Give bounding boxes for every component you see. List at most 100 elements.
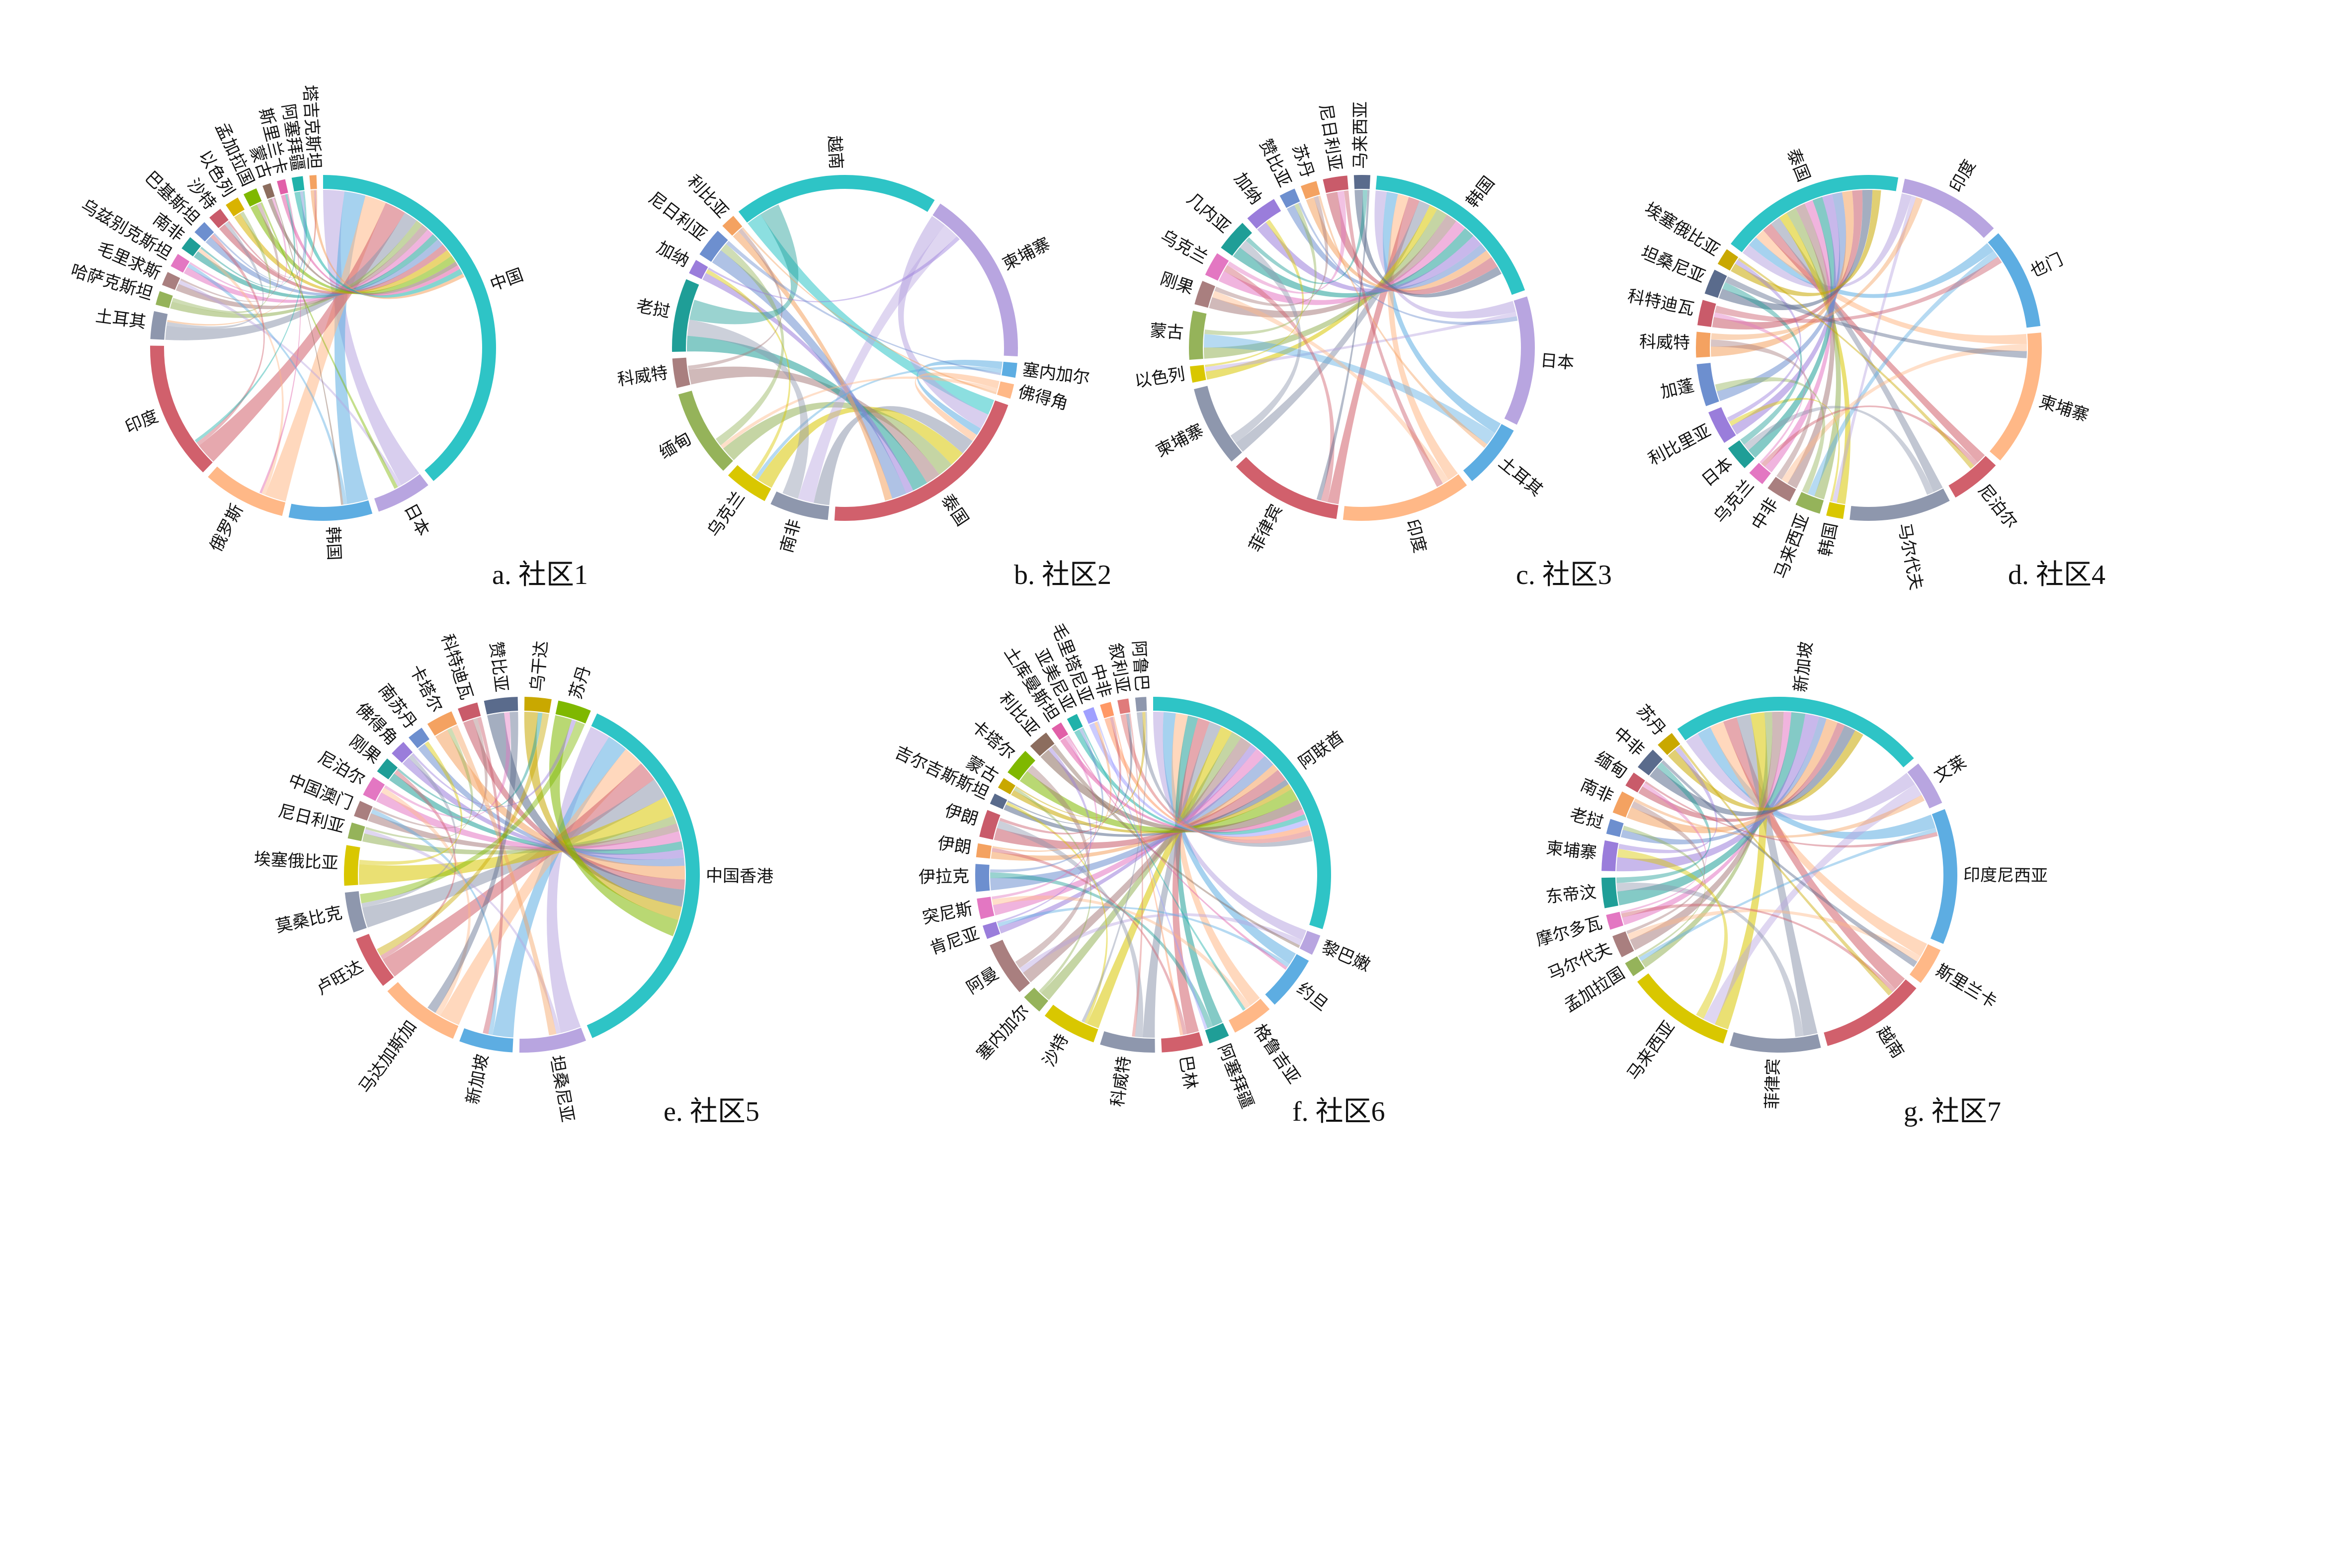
chord-arc-node-17 bbox=[1007, 750, 1036, 781]
chord-ribbon bbox=[372, 718, 488, 828]
chord-arc-node-9 bbox=[363, 777, 385, 801]
chord-ribbon bbox=[1387, 194, 1458, 480]
chord-ribbon bbox=[1621, 904, 1896, 992]
chord-arc-node-15 bbox=[990, 793, 1007, 810]
chord-ribbon bbox=[199, 203, 405, 462]
chord-arc-node-7 bbox=[678, 391, 733, 471]
chord-label: 印度 bbox=[1402, 517, 1429, 555]
chord-ribbon bbox=[1661, 760, 1918, 967]
ribbons bbox=[990, 712, 1313, 1038]
chord-arc-node-15 bbox=[277, 179, 288, 195]
chord-ribbon bbox=[1374, 190, 1516, 319]
chord-arc-node-9 bbox=[181, 237, 201, 256]
chord-label: 韩国 bbox=[1816, 521, 1841, 558]
chord-label: 科威特 bbox=[1108, 1055, 1134, 1108]
chord-ribbon bbox=[1142, 722, 1221, 1038]
chord-label: 中国 bbox=[488, 265, 526, 295]
chord-arc-node-15 bbox=[1353, 175, 1370, 189]
chord-arc-node-5 bbox=[770, 491, 830, 520]
chord-label: 尼日利亚 bbox=[1316, 103, 1344, 172]
panel-g: g. 社区7新加坡文莱印度尼西亚斯里兰卡越南菲律宾马来西亚孟加拉国马尔代夫摩尔多… bbox=[1534, 641, 2048, 1127]
chord-ribbon bbox=[205, 237, 443, 296]
chord-ribbon bbox=[549, 715, 679, 936]
panel-d-caption: d. 社区4 bbox=[2008, 560, 2105, 590]
chord-arc-node-1 bbox=[1988, 233, 2041, 328]
chord-ribbon bbox=[1649, 725, 1855, 817]
chord-ribbon bbox=[712, 250, 907, 499]
chord-label: 苏丹 bbox=[1633, 701, 1669, 739]
chord-ribbon bbox=[1736, 714, 1818, 1036]
chord-label: 加蓬 bbox=[1659, 376, 1696, 402]
chord-label: 也门 bbox=[2027, 250, 2066, 281]
chord-label: 赞比亚 bbox=[1256, 136, 1294, 190]
chord-arc-node-2 bbox=[1989, 332, 2042, 461]
chord-ribbon bbox=[1711, 190, 1854, 357]
chord-arc-node-13 bbox=[244, 188, 262, 207]
chord-arc-node-6 bbox=[1190, 365, 1206, 383]
chord-ribbon bbox=[720, 376, 998, 449]
chord-label: 坦桑尼亚 bbox=[547, 1054, 577, 1123]
panel-g-caption: g. 社区7 bbox=[1904, 1096, 2001, 1127]
ribbons bbox=[358, 712, 685, 1038]
chord-ribbon bbox=[1023, 737, 1252, 983]
chord-ribbon bbox=[435, 730, 685, 880]
chord-arc-node-15 bbox=[1717, 249, 1739, 271]
panel-a: a. 社区1中国日本韩国俄罗斯印度土耳其哈萨克斯坦毛里求斯乌兹别克斯坦南非巴基斯… bbox=[69, 84, 588, 590]
chord-ribbon bbox=[1622, 712, 1792, 925]
chord-label: 马达加斯加 bbox=[355, 1017, 420, 1097]
chord-arc-node-1 bbox=[519, 1027, 587, 1053]
chord-label: 柬埔寨 bbox=[1000, 234, 1053, 274]
chord-ribbon bbox=[440, 749, 641, 1025]
chord-label: 斯里兰卡 bbox=[1932, 961, 2000, 1012]
chord-ribbon bbox=[1015, 765, 1090, 969]
chord-arc-node-6 bbox=[1795, 492, 1824, 514]
chord-label: 马来西亚 bbox=[1351, 101, 1370, 169]
panel-e: e. 社区5中国香港坦桑尼亚新加坡马达加斯加卢旺达莫桑比克埃塞俄比亚尼日利亚中国… bbox=[253, 632, 773, 1127]
chord-ribbon bbox=[1175, 715, 1223, 1027]
chord-arc-node-7 bbox=[347, 822, 365, 841]
chord-ribbon bbox=[1715, 377, 1825, 494]
chord-arc-node-14 bbox=[458, 702, 481, 722]
chord-ribbon bbox=[1715, 712, 1768, 1030]
chord-label: 几内亚 bbox=[1183, 189, 1234, 237]
chord-ribbon bbox=[1618, 746, 1718, 853]
chord-label: 约旦 bbox=[1293, 979, 1332, 1015]
chord-arc-node-22 bbox=[1100, 702, 1114, 719]
chord-arc-node-7 bbox=[162, 272, 180, 290]
chord-label: 卡塔尔 bbox=[406, 662, 446, 716]
chord-arc-node-3 bbox=[1342, 474, 1467, 521]
chord-ribbon bbox=[1703, 784, 1922, 1025]
chord-arc-node-2 bbox=[1463, 424, 1514, 482]
chord-ribbon bbox=[1626, 719, 1838, 833]
chord-arc-node-17 bbox=[309, 175, 317, 190]
chord-arc-node-7 bbox=[1044, 1004, 1098, 1043]
chord-ribbon bbox=[1153, 712, 1307, 940]
chord-arc-node-8 bbox=[1024, 988, 1049, 1012]
chord-arc-node-16 bbox=[1658, 733, 1680, 755]
chord-ribbon bbox=[992, 848, 1187, 1035]
chord-label: 日本 bbox=[1698, 454, 1737, 490]
chord-label: 加纳 bbox=[1231, 169, 1266, 208]
chord-arc-node-11 bbox=[1696, 363, 1719, 407]
chord-ribbon bbox=[382, 763, 655, 977]
chord-label: 马来西亚 bbox=[1771, 511, 1813, 581]
chord-label: 肯尼亚 bbox=[927, 924, 982, 958]
ribbons bbox=[687, 204, 1003, 505]
panel-b: b. 社区2越南柬埔寨塞内加尔佛得角泰国南非乌克兰缅甸科威特老挝加纳尼日利亚利比… bbox=[616, 135, 1111, 590]
chord-arc-node-20 bbox=[1067, 714, 1083, 732]
chord-arc-node-8 bbox=[1749, 463, 1771, 485]
chord-ribbon bbox=[219, 224, 447, 294]
chord-arc-node-11 bbox=[1601, 840, 1619, 871]
chord-label: 南非 bbox=[777, 517, 805, 555]
chord-arc-node-8 bbox=[672, 357, 690, 388]
chord-arc-node-21 bbox=[1083, 707, 1098, 724]
chord-ribbon bbox=[334, 191, 368, 504]
chord-arc-node-11 bbox=[1247, 199, 1281, 229]
chord-arc-node-10 bbox=[1708, 407, 1736, 443]
chord-label: 韩国 bbox=[1463, 173, 1499, 211]
chord-arc-node-19 bbox=[1051, 722, 1069, 740]
chord-label: 科威特 bbox=[616, 363, 669, 390]
chord-ribbon bbox=[165, 212, 417, 340]
